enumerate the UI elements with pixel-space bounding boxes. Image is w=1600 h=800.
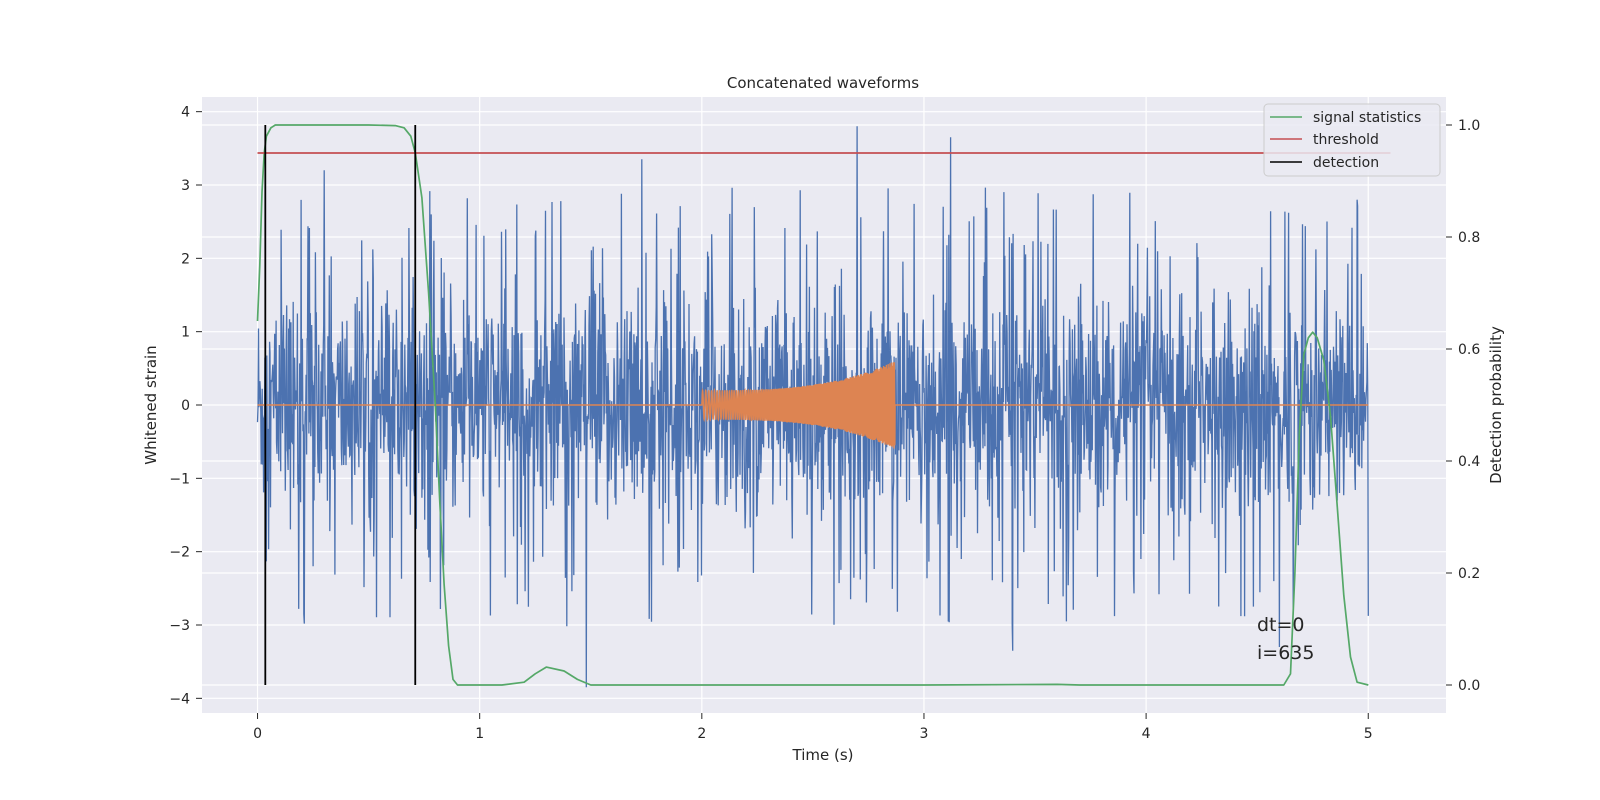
y-tick-label: 3 <box>181 178 190 194</box>
x-tick-label: 5 <box>1364 726 1373 742</box>
y-axis-label: Whitened strain <box>142 345 160 464</box>
x-axis-label: Time (s) <box>792 746 854 764</box>
x-tick-label: 3 <box>920 726 929 742</box>
x-tick-label: 2 <box>697 726 706 742</box>
y2-tick-label: 0.4 <box>1458 454 1480 470</box>
legend-label-detection: detection <box>1313 155 1379 171</box>
series-injected-chirp <box>257 362 1369 449</box>
y-tick-label: 1 <box>181 325 190 341</box>
legend-label-threshold: threshold <box>1313 132 1379 148</box>
series-layer <box>256 124 1391 688</box>
y-tick-label: 0 <box>181 398 190 414</box>
y2-tick-label: 1.0 <box>1458 118 1480 134</box>
y-tick-label: −2 <box>169 545 190 561</box>
y2-axis-label: Detection probability <box>1487 326 1505 484</box>
annotation-dt: dt=0 <box>1257 614 1305 636</box>
x-tick-label: 1 <box>475 726 484 742</box>
y-tick-label: −1 <box>169 471 190 487</box>
y2-tick-label: 0.2 <box>1458 566 1480 582</box>
y-tick-label: −4 <box>169 691 190 707</box>
y2-tick-label: 0.8 <box>1458 230 1480 246</box>
y-tick-label: 2 <box>181 251 190 267</box>
annotation-i: i=635 <box>1257 642 1314 664</box>
legend-label-signal-statistics: signal statistics <box>1313 110 1421 126</box>
chart-title: Concatenated waveforms <box>727 74 919 92</box>
y2-tick-label: 0.6 <box>1458 342 1480 358</box>
x-tick-label: 4 <box>1142 726 1151 742</box>
y2-tick-label: 0.0 <box>1458 678 1480 694</box>
series-signal-statistics <box>256 124 1369 686</box>
y-tick-label: −3 <box>169 618 190 634</box>
y-tick-label: 4 <box>181 105 190 121</box>
x-tick-label: 0 <box>253 726 262 742</box>
legend: signal statistics threshold detection <box>1263 103 1441 177</box>
ticks: 0 1 2 3 4 5 −4 −3 −2 −1 0 1 2 3 4 0.0 0.2 0.4 0.6 0.8 1.0 <box>169 105 1480 742</box>
